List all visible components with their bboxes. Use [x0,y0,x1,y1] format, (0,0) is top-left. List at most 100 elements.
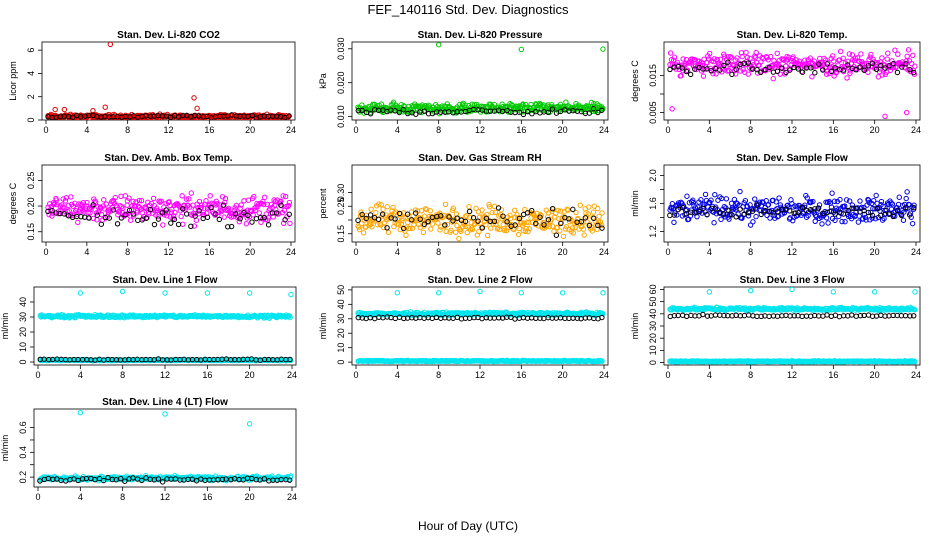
data-point [580,226,587,232]
x-tick-label: 12 [787,247,797,257]
data-point [492,209,499,216]
data-point [60,204,66,210]
data-point [271,197,277,203]
data-point [360,230,367,236]
data-point [596,213,602,220]
plot-frame [663,286,921,366]
data-point [862,214,869,221]
data-point [61,205,67,211]
data-point [126,207,133,214]
data-point [741,211,748,217]
data-point [214,201,220,207]
y-tick-label: 60 [648,284,658,294]
panel-title: Stan. Dev. Amb. Box Temp. [104,153,232,164]
plot-points [355,42,606,118]
plot-frame [351,286,609,366]
data-point [464,229,470,236]
data-point [479,315,485,322]
outlier-point [600,290,606,296]
data-point [903,195,909,202]
data-point [857,198,863,204]
data-point [467,214,473,221]
data-point [566,216,572,222]
data-point [815,205,822,211]
data-point [837,196,843,203]
data-point [839,218,845,225]
data-point [355,107,362,114]
data-point [700,311,706,318]
data-point [162,210,169,216]
outlier-point [518,46,525,53]
data-point [878,312,884,318]
data-point [857,313,864,319]
data-point [554,225,560,231]
data-point [853,66,859,73]
x-tick-label: 16 [516,125,526,135]
data-point [752,54,759,61]
data-point [857,64,863,70]
data-point [483,215,490,222]
x-tick-label: 0 [665,370,670,380]
panel-title: Stan. Dev. Li-820 CO2 [117,30,220,41]
data-point [516,215,523,222]
outlier-point [162,290,168,296]
data-point [135,217,141,224]
x-tick-label: 12 [160,492,170,502]
data-point [903,58,910,64]
x-tick-label: 12 [787,370,797,380]
data-point [416,221,422,228]
data-point [758,69,764,76]
data-point [400,107,407,113]
data-point [758,211,764,218]
data-point [413,111,419,117]
data-point [892,47,898,53]
data-point [112,194,118,201]
data-point [671,212,678,218]
x-tick-label: 20 [558,125,568,135]
data-point [151,221,158,228]
data-point [256,210,262,216]
data-point [837,48,844,55]
y-tick-label: 10 [648,345,658,355]
data-point [183,196,190,202]
data-point [810,198,816,205]
y-tick-label: 0.015 [648,64,658,87]
data-point [700,73,707,79]
outlier-point [600,46,606,52]
data-point [118,204,125,210]
data-point [597,219,604,225]
y-tick-label: 0.25 [336,197,346,215]
data-point [552,210,559,217]
data-point [578,218,585,225]
data-point [882,65,888,71]
data-point [420,229,427,236]
x-tick-label: 12 [475,370,485,380]
data-point [130,213,137,219]
data-point [758,313,764,320]
plot-points [37,288,294,364]
data-point [390,204,396,211]
data-point [228,214,234,220]
data-point [888,200,894,206]
outlier-point [477,288,483,295]
outlier-point [435,290,442,296]
data-point [241,210,247,216]
data-point [696,208,702,215]
data-point [599,210,605,216]
data-point [679,204,686,211]
x-tick-label: 0 [665,247,670,257]
data-point [874,205,880,212]
panel-title: Stan. Dev. Line 1 Flow [113,275,218,286]
data-point [548,217,554,223]
data-point [122,212,129,218]
data-point [171,216,178,223]
data-point [906,212,913,218]
data-point [861,207,867,214]
outlier-point [871,289,878,295]
data-point [728,55,735,61]
data-point [378,101,385,107]
outlier-point [706,289,713,295]
